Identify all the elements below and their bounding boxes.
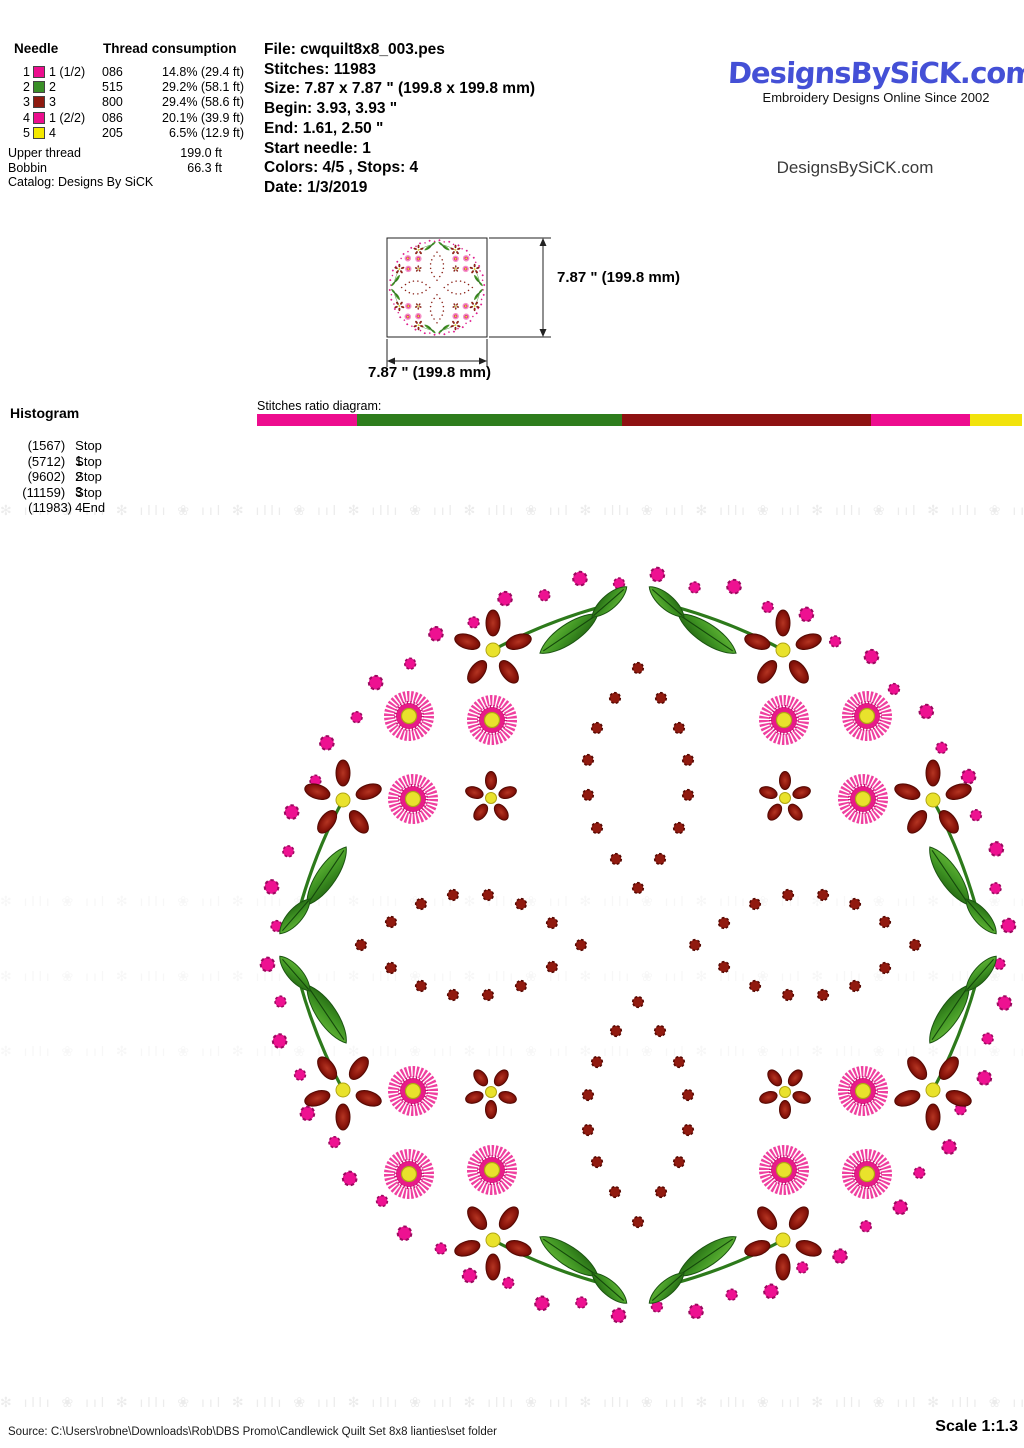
thread-label: 1 (1/2) xyxy=(49,64,86,79)
histogram-title: Histogram xyxy=(10,405,80,421)
needle-number: 5 xyxy=(23,126,30,141)
file-info-line: File: cwquilt8x8_003.pes xyxy=(264,41,445,58)
watermark-band-mid1: ✻ ıllı ❀ ııl ✻ ıllı ❀ ııl ✻ ıllı ❀ ııl ✻… xyxy=(0,893,1024,909)
brand-logo: DesignsBySiCK.com xyxy=(727,56,1024,90)
main-design xyxy=(259,566,1017,1324)
histogram-row: (11159) Stop 4 xyxy=(8,484,109,515)
ratio-segment xyxy=(969,414,1022,426)
histogram-label: End xyxy=(82,500,106,516)
thread-label: 4 xyxy=(49,126,56,141)
logo-block: DesignsBySiCK.com Embroidery Designs Onl… xyxy=(727,56,1024,177)
file-info-line: Stitches: 11983 xyxy=(264,60,377,78)
histogram-row: (9602) Stop 3 xyxy=(8,469,109,500)
thread-usage: 6.5% (12.9 ft) xyxy=(168,126,244,141)
source-path: Source: C:\Users\robne\Downloads\Rob\DBS… xyxy=(8,1426,497,1438)
upper-thread-value: 199.0 ft xyxy=(180,146,222,160)
histogram-count: (9602) xyxy=(27,469,66,485)
needle-number: 3 xyxy=(23,95,30,110)
thread-usage: 14.8% (29.4 ft) xyxy=(162,64,244,79)
histogram-count: (5712) xyxy=(27,453,66,469)
dimension-drawing xyxy=(386,237,551,367)
histogram-label: Stop 4 xyxy=(75,484,102,515)
file-info-line: End: 1.61, 2.50 " xyxy=(264,119,384,137)
watermark-band-top: ✻ ıllı ❀ ııl ✻ ıllı ❀ ııl ✻ ıllı ❀ ııl ✻… xyxy=(0,502,1024,518)
thread-label: 3 xyxy=(49,95,56,110)
needle-number: 1 xyxy=(23,64,30,79)
histogram-rows: (1567) Stop 1 (5712) Stop 2 (9602) Stop 3 (111… xyxy=(8,438,109,516)
upper-thread-label: Upper thread xyxy=(8,146,81,160)
brand-tagline: Embroidery Designs Online Since 2002 xyxy=(762,90,990,105)
scale-label: Scale 1:1.3 xyxy=(935,1418,1018,1435)
thread-usage: 20.1% (39.9 ft) xyxy=(162,110,244,125)
needle-number: 2 xyxy=(23,80,30,95)
thread-code: 515 xyxy=(102,80,123,95)
file-info-line: Begin: 3.93, 3.93 " xyxy=(264,100,398,118)
ratio-bar xyxy=(257,414,1022,426)
thread-color-swatch xyxy=(33,111,45,124)
bobbin-label: Bobbin xyxy=(8,160,47,175)
thread-color-swatch xyxy=(33,127,45,140)
file-info-line: Start needle: 1 xyxy=(264,139,371,157)
watermark-band-bottom: ✻ ıllı ❀ ııl ✻ ıllı ❀ ııl ✻ ıllı ❀ ııl ✻… xyxy=(0,1394,1024,1410)
histogram-row: (5712) Stop 2 xyxy=(8,453,109,484)
ratio-segment xyxy=(357,414,622,426)
thread-color-swatch xyxy=(33,81,45,94)
thread-code: 086 xyxy=(102,64,123,79)
file-info-line: Size: 7.87 x 7.87 " (199.8 x 199.8 mm) xyxy=(264,80,536,98)
histogram-row: (11983) End xyxy=(8,500,109,516)
upper-thread-row: Upper thread 199.0 ft xyxy=(8,146,222,161)
needle-row: 1 1 (1/2) 086 14.8% (29.4 ft) xyxy=(14,64,244,79)
ratio-segment xyxy=(621,414,871,426)
file-info: File: cwquilt8x8_003.pes Stitches: 11983 S… xyxy=(264,40,684,198)
needle-row: 4 1 (2/2) 086 20.1% (39.9 ft) xyxy=(14,110,244,125)
file-info-line: Date: 1/3/2019 xyxy=(264,178,368,196)
watermark-band-mid2: ✻ ıllı ❀ ııl ✻ ıllı ❀ ııl ✻ ıllı ❀ ııl ✻… xyxy=(0,968,1024,984)
thread-code: 205 xyxy=(102,126,123,141)
needle-table-title: Needle xyxy=(14,41,59,56)
thread-code: 800 xyxy=(102,95,123,110)
needle-table: Needle Thread consumption 1 1 (1/2) 086 14.… xyxy=(0,0,250,200)
needle-row: 2 2 515 29.2% (58.1 ft) xyxy=(14,79,244,94)
ratio-segment xyxy=(870,414,970,426)
thread-color-swatch xyxy=(33,96,45,109)
needle-rows: 1 1 (1/2) 086 14.8% (29.4 ft) 2 2 515 29.2% (58… xyxy=(14,64,244,141)
bobbin-value: 66.3 ft xyxy=(187,160,222,175)
catalog-label: Catalog: Designs By SiCK xyxy=(8,175,154,189)
thread-color-swatch xyxy=(33,65,45,78)
catalog-row: Catalog: Designs By SiCK xyxy=(8,175,222,190)
histogram-count: (1567) xyxy=(27,438,66,453)
needle-row: 3 3 800 29.4% (58.6 ft) xyxy=(14,95,244,110)
thread-usage: 29.4% (58.6 ft) xyxy=(162,95,244,110)
needle-row: 5 4 205 6.5% (12.9 ft) xyxy=(14,126,244,141)
bobbin-row: Bobbin 66.3 ft xyxy=(8,161,222,176)
histogram-row: (1567) Stop 1 xyxy=(8,438,109,468)
needle-number: 4 xyxy=(23,110,30,125)
thread-code: 086 xyxy=(102,110,123,125)
histogram-count: (11983) xyxy=(28,500,72,516)
dimension-label-vertical: 7.87 " (199.8 mm) xyxy=(557,269,681,286)
histogram-label: Stop 3 xyxy=(75,469,102,500)
histogram-label: Stop 1 xyxy=(75,438,102,468)
ratio-segment xyxy=(257,414,358,426)
file-info-line: Colors: 4/5 , Stops: 4 xyxy=(264,159,419,177)
thread-consumption-title: Thread consumption xyxy=(103,41,237,56)
site-text: DesignsBySiCK.com xyxy=(776,158,934,177)
thread-usage: 29.2% (58.1 ft) xyxy=(162,80,244,95)
thread-label: 1 (2/2) xyxy=(49,110,86,125)
dimension-label-horizontal: 7.87 " (199.8 mm) xyxy=(368,364,492,381)
thread-label: 2 xyxy=(49,80,56,95)
ratio-label: Stitches ratio diagram: xyxy=(257,399,382,413)
thumbnail-design xyxy=(388,239,486,336)
histogram-count: (11159) xyxy=(22,484,66,500)
histogram-label: Stop 2 xyxy=(75,453,102,484)
watermark-band-mid3: ✻ ıllı ❀ ııl ✻ ıllı ❀ ııl ✻ ıllı ❀ ııl ✻… xyxy=(0,1043,1024,1059)
